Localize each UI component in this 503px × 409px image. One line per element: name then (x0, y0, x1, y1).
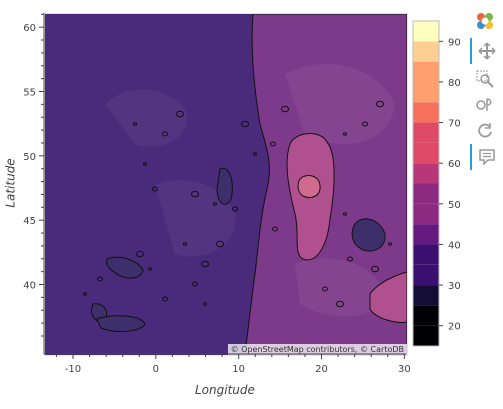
contour-island (192, 281, 198, 287)
contour-island (213, 202, 217, 206)
contour-island (176, 110, 184, 118)
contour-island (203, 302, 207, 306)
land-texture (295, 258, 390, 317)
contour-island (162, 296, 168, 302)
contour-island (148, 267, 152, 271)
colorbar-band (413, 264, 439, 286)
colorbar-band (413, 61, 439, 82)
pan-icon (478, 42, 496, 60)
box-zoom-icon (476, 70, 494, 88)
land-texture (155, 180, 236, 257)
colorbar-tick-label: 90 (448, 37, 461, 48)
contour-island (322, 286, 328, 292)
colorbar-band (413, 81, 439, 103)
contour-island (83, 292, 87, 296)
contour-level-low (96, 315, 146, 332)
reset-icon (478, 123, 492, 138)
colorbar-tick-label: 60 (448, 159, 461, 170)
hover-tool-button[interactable] (470, 144, 502, 170)
colorbar-band (413, 102, 439, 123)
contour-island (241, 120, 249, 128)
contour-island (272, 226, 278, 232)
colorbar-band (413, 122, 439, 143)
hover-icon (479, 149, 495, 166)
contour-island (97, 276, 103, 282)
contour-island (133, 122, 137, 126)
contour-island (336, 300, 344, 308)
contour-island (347, 256, 353, 262)
contour-level-high-se (369, 271, 407, 323)
pan-tool-button[interactable] (470, 38, 502, 64)
contour-island (216, 240, 224, 248)
contour-island (343, 212, 347, 216)
contour-level-low (106, 256, 144, 279)
contour-island (371, 265, 379, 273)
contour-island (162, 131, 168, 137)
contour-island (183, 242, 187, 246)
contour-map[interactable] (45, 14, 407, 355)
map-attribution[interactable]: © OpenStreetMap contributors, © CartoDB (227, 344, 407, 355)
colorbar-band (413, 142, 439, 164)
colorbar-frame (412, 20, 440, 347)
contour-island (253, 152, 257, 156)
wheel-zoom-icon (476, 98, 492, 111)
box-zoom-button[interactable] (470, 66, 500, 92)
colorbar-tick-label: 70 (448, 119, 461, 130)
contour-island (362, 121, 368, 127)
reset-button[interactable] (470, 118, 500, 144)
contour-island (376, 100, 384, 108)
colorbar-tick-label: 20 (448, 322, 461, 333)
contour-island (136, 250, 144, 258)
colorbar-tick-label: 40 (448, 240, 461, 251)
contour-level-low (216, 167, 233, 205)
wheel-zoom-button[interactable] (470, 92, 500, 118)
contour-island (343, 132, 347, 136)
contour-island (152, 186, 158, 192)
colorbar-tick-label: 50 (448, 200, 461, 211)
x-axis-label: Longitude (195, 383, 255, 397)
colorbar-band (413, 244, 439, 265)
colorbar-band (413, 285, 439, 306)
contour-island (143, 162, 147, 166)
colorbar-tick-label: 80 (448, 78, 461, 89)
colorbar-band (413, 305, 439, 326)
colorbar-band (413, 325, 439, 346)
contour-island (270, 141, 276, 147)
contour-island (281, 105, 289, 113)
contour-island (388, 242, 392, 246)
contour-island (232, 206, 238, 212)
colorbar-tick-label: 30 (448, 281, 461, 292)
map-plot-area[interactable]: © OpenStreetMap contributors, © CartoDB (44, 13, 408, 356)
contour-island (201, 260, 209, 268)
colorbar-band (413, 41, 439, 62)
bokeh-logo-icon[interactable] (470, 8, 500, 34)
contour-level-low (351, 218, 386, 252)
colorbar-band (413, 183, 439, 204)
contour-level-peak (297, 175, 321, 199)
colorbar-band (413, 21, 439, 42)
colorbar-band (413, 203, 439, 225)
contour-island (191, 190, 199, 198)
colorbar-band (413, 163, 439, 184)
colorbar-band (413, 224, 439, 245)
